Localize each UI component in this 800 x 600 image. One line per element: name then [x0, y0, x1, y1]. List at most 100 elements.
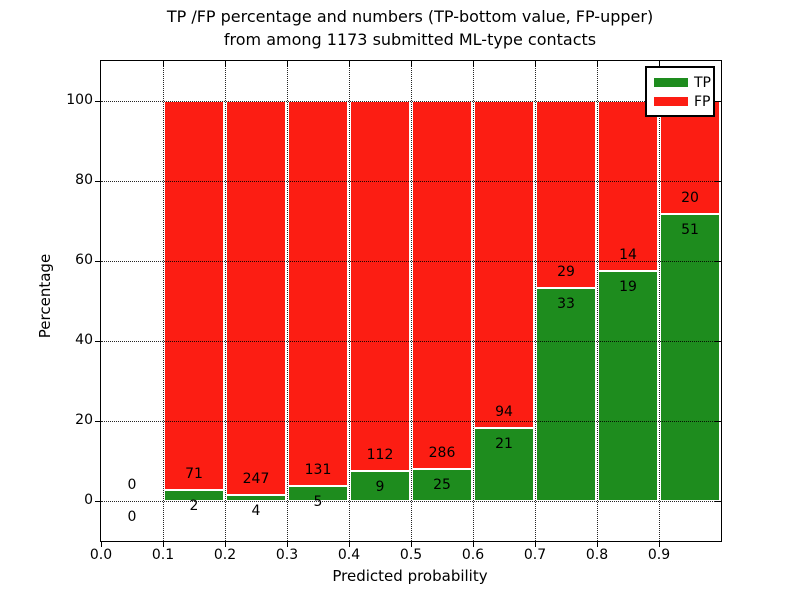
y-tick-label: 100 [66, 92, 93, 108]
legend-swatch-fp-icon [654, 97, 688, 106]
bar-segment-fp [164, 101, 224, 491]
fp-count-label: 94 [495, 403, 513, 420]
bar-segment-fp [412, 101, 472, 469]
tp-count-label: 21 [495, 435, 513, 452]
chart-title: TP /FP percentage and numbers (TP-bottom… [100, 5, 720, 51]
y-tick [95, 180, 101, 182]
y-tick-inner [715, 420, 721, 422]
x-tick-inner [348, 61, 350, 67]
bar-segment-fp [288, 101, 348, 487]
tp-count-label: 4 [251, 502, 261, 519]
y-axis-label: Percentage [36, 253, 54, 339]
x-gridline [349, 61, 350, 541]
bar-segment-tp [536, 288, 596, 501]
chart-title-line1: TP /FP percentage and numbers (TP-bottom… [166, 7, 654, 26]
y-tick-label: 0 [84, 492, 93, 508]
x-gridline [163, 61, 164, 541]
y-tick-inner [715, 100, 721, 102]
fp-count-label: 112 [366, 447, 394, 464]
fp-count-label: 71 [185, 466, 203, 483]
x-tick-label: 0.4 [337, 547, 361, 563]
x-tick-label: 0.3 [275, 547, 299, 563]
x-gridline [287, 61, 288, 541]
y-tick [95, 340, 101, 342]
y-tick [95, 500, 101, 502]
bar-segment-tp [598, 270, 658, 501]
fp-count-label: 29 [557, 264, 575, 281]
x-tick-label: 0.5 [399, 547, 423, 563]
x-tick-label: 0.1 [151, 547, 175, 563]
fp-count-label: 247 [242, 470, 270, 487]
x-tick [348, 541, 350, 547]
tp-count-label: 2 [189, 498, 199, 515]
x-tick [100, 541, 102, 547]
fp-count-label: 0 [127, 477, 137, 493]
x-gridline [411, 61, 412, 541]
x-gridline [597, 61, 598, 541]
bar-segment-tp [226, 494, 286, 501]
x-gridline [659, 61, 660, 541]
y-tick-inner [715, 180, 721, 182]
x-tick-label: 0.8 [585, 547, 609, 563]
y-tick [95, 260, 101, 262]
tp-count-label: 5 [313, 494, 323, 511]
tp-count-label: 25 [433, 476, 451, 493]
tp-count-label: 19 [619, 278, 637, 295]
bar-segment-fp [474, 101, 534, 428]
legend-label-fp: FP [694, 93, 711, 110]
fp-count-label: 14 [619, 246, 637, 263]
x-tick-inner [596, 61, 598, 67]
x-tick [410, 541, 412, 547]
x-tick [224, 541, 226, 547]
legend-label-tp: TP [694, 74, 711, 91]
x-tick [534, 541, 536, 547]
x-gridline [225, 61, 226, 541]
fp-count-label: 286 [428, 444, 456, 461]
y-tick-label: 80 [75, 172, 93, 188]
x-tick-inner [162, 61, 164, 67]
tp-count-label: 33 [557, 296, 575, 313]
fp-count-label: 131 [304, 462, 332, 479]
bar-segment-tp [164, 490, 224, 501]
x-tick-label: 0.0 [89, 547, 113, 563]
x-tick-label: 0.9 [647, 547, 671, 563]
fp-count-label: 20 [681, 189, 699, 206]
bar-segment-fp [598, 101, 658, 271]
y-tick-label: 40 [75, 332, 93, 348]
x-tick [658, 541, 660, 547]
legend-entry-tp: TP [654, 73, 713, 92]
bar-segment-fp [536, 101, 596, 289]
bar-segment-fp [660, 101, 720, 214]
bar-segment-fp [350, 101, 410, 472]
x-tick-inner [534, 61, 536, 67]
bar-segment-tp [288, 486, 348, 501]
legend: TP FP [645, 66, 715, 117]
y-tick-inner [715, 340, 721, 342]
legend-swatch-tp-icon [654, 78, 688, 87]
chart-title-line2: from among 1173 submitted ML-type contac… [223, 30, 597, 49]
x-tick-inner [658, 61, 660, 67]
x-gridline [535, 61, 536, 541]
bar-segment-tp [350, 471, 410, 501]
tp-count-label: 9 [375, 479, 385, 496]
bar-segment-tp [660, 213, 720, 501]
bar-segment-tp [412, 468, 472, 501]
x-tick-label: 0.2 [213, 547, 237, 563]
plot-area: TP FP 0 0 71 2 247 4 131 5 112 9 286 25 94 21 29 33 14 19… [66, 60, 722, 563]
y-tick [95, 100, 101, 102]
x-tick-label: 0.7 [523, 547, 547, 563]
x-tick-label: 0.6 [461, 547, 485, 563]
y-tick-label: 60 [75, 252, 93, 268]
tp-count-label: 0 [127, 509, 137, 525]
x-tick-inner [286, 61, 288, 67]
tp-count-label: 51 [681, 221, 699, 238]
y-tick-inner [715, 500, 721, 502]
x-tick [286, 541, 288, 547]
x-axis-label: Predicted probability [332, 567, 488, 585]
y-tick [95, 420, 101, 422]
x-tick [162, 541, 164, 547]
x-gridline [473, 61, 474, 541]
x-tick-inner [224, 61, 226, 67]
x-tick [472, 541, 474, 547]
